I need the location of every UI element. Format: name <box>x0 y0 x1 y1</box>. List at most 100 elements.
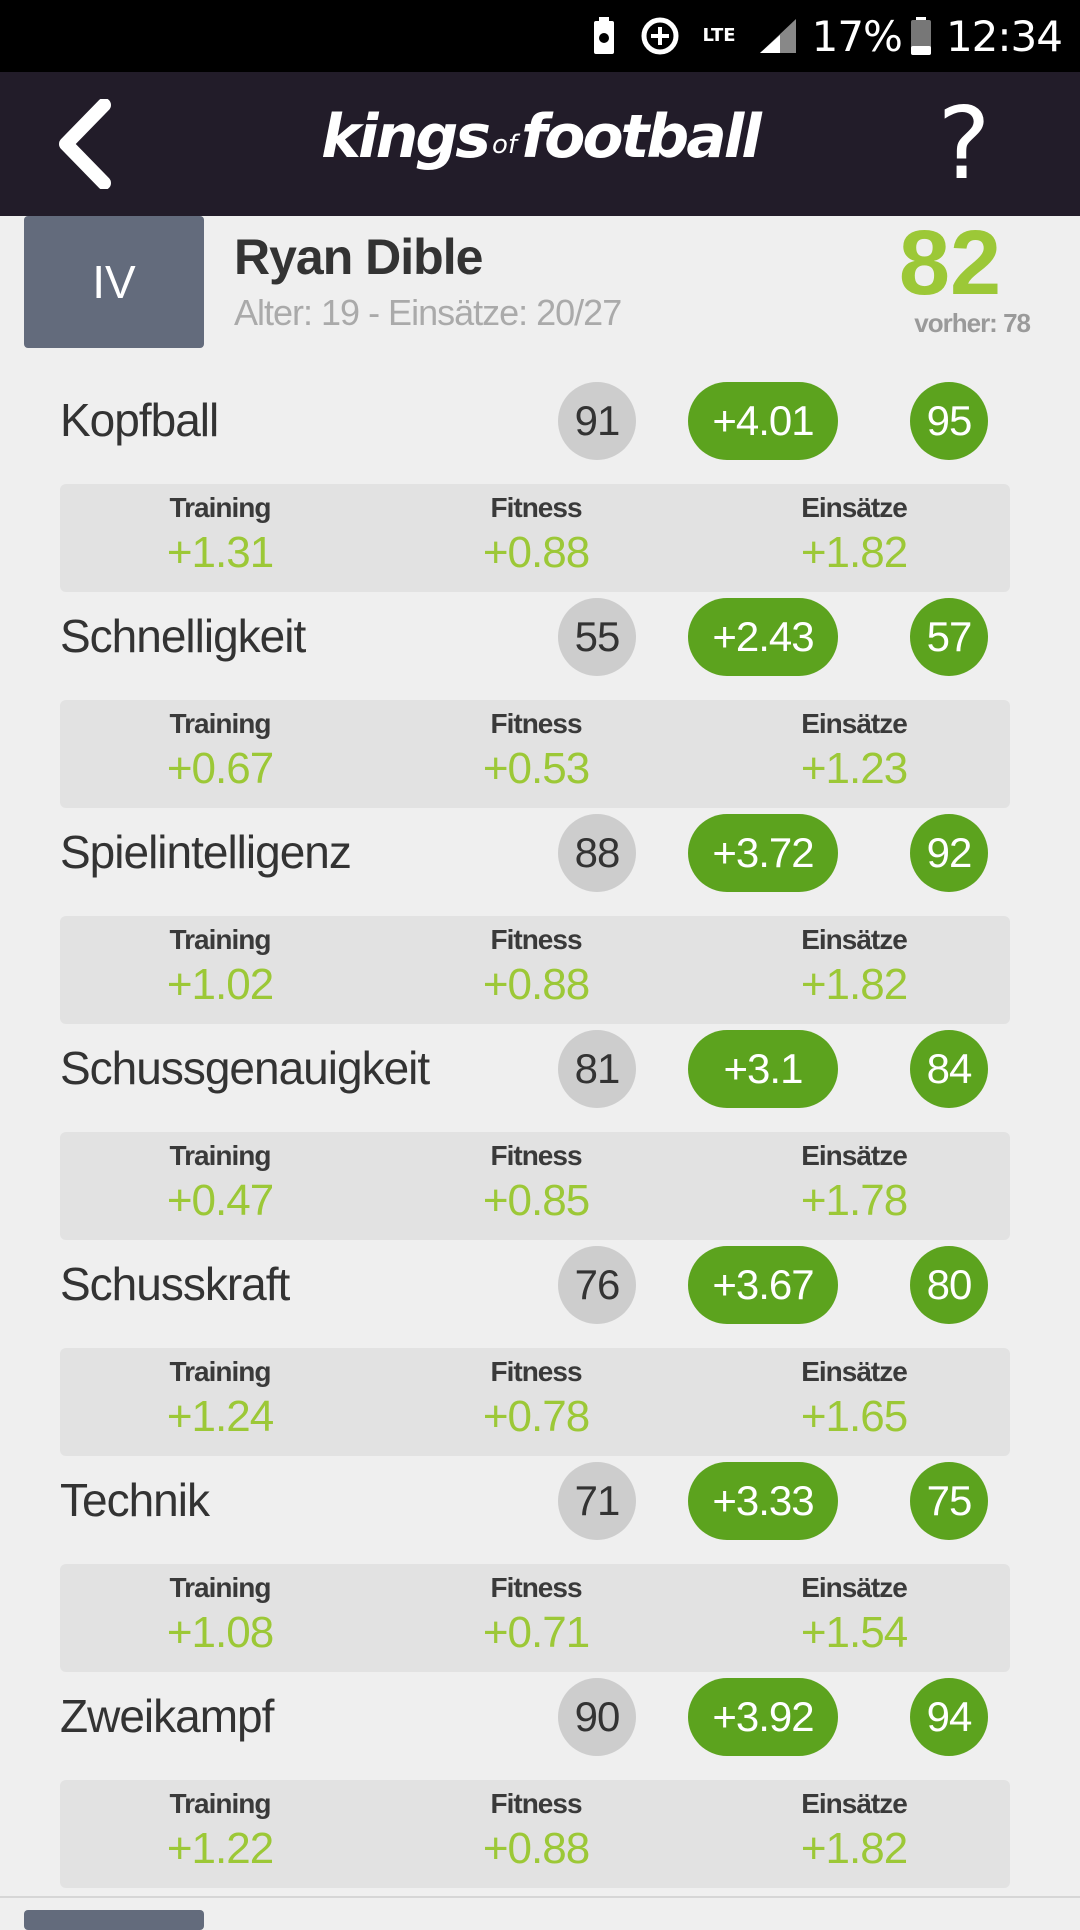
einsaetze-label: Einsätze <box>801 708 908 739</box>
fitness-column: Fitness +0.71 <box>376 1570 696 1660</box>
player-summary: IV Ryan Dible Alter: 19 - Einsätze: 20/2… <box>0 216 1080 366</box>
delta-badge: +3.72 <box>688 814 838 892</box>
training-column: Training +1.22 <box>60 1786 380 1876</box>
attribute-name: Spielintelligenz <box>60 826 352 878</box>
einsaetze-label: Einsätze <box>801 492 908 523</box>
signal-icon <box>758 17 798 55</box>
status-bar: LTE 17% 12:34 <box>0 0 1080 72</box>
training-column: Training +0.67 <box>60 706 380 796</box>
fitness-label: Fitness <box>490 1788 582 1819</box>
fitness-label: Fitness <box>490 492 582 523</box>
fitness-label: Fitness <box>490 1356 582 1387</box>
einsaetze-label: Einsätze <box>801 1356 908 1387</box>
einsaetze-column: Einsätze +1.65 <box>694 1354 1014 1444</box>
fitness-value: +0.85 <box>482 1176 590 1225</box>
fitness-label: Fitness <box>490 924 582 955</box>
base-value-badge: 81 <box>558 1030 636 1108</box>
gain-breakdown: Training +1.22 Fitness +0.88 Einsätze +1… <box>60 1780 1010 1888</box>
gain-breakdown: Training +1.31 Fitness +0.88 Einsätze +1… <box>60 484 1010 592</box>
gain-breakdown: Training +0.67 Fitness +0.53 Einsätze +1… <box>60 700 1010 808</box>
back-button[interactable] <box>36 96 132 192</box>
attribute-row: Schnelligkeit 55 +2.43 57 Training +0.67… <box>0 594 1080 810</box>
delta-badge: +3.92 <box>688 1678 838 1756</box>
attribute-row: Spielintelligenz 88 +3.72 92 Training +1… <box>0 810 1080 1026</box>
delta-badge: +4.01 <box>688 382 838 460</box>
training-value: +1.02 <box>166 960 274 1009</box>
fitness-column: Fitness +0.88 <box>376 490 696 580</box>
einsaetze-label: Einsätze <box>801 1572 908 1603</box>
training-value: +0.67 <box>166 744 274 793</box>
fitness-label: Fitness <box>490 1140 582 1171</box>
einsaetze-value: +1.82 <box>800 960 908 1009</box>
delta-badge: +3.33 <box>688 1462 838 1540</box>
fitness-label: Fitness <box>490 708 582 739</box>
fitness-value: +0.53 <box>482 744 590 793</box>
battery-percent: 17% <box>811 11 903 61</box>
battery-saver-icon <box>591 16 617 56</box>
fitness-column: Fitness +0.88 <box>376 922 696 1012</box>
new-value-badge: 57 <box>910 598 988 676</box>
einsaetze-value: +1.65 <box>800 1392 908 1441</box>
help-button[interactable]: ? <box>937 85 991 202</box>
einsaetze-value: +1.54 <box>800 1608 908 1657</box>
base-value-badge: 71 <box>558 1462 636 1540</box>
training-label: Training <box>169 492 272 523</box>
base-value-badge: 55 <box>558 598 636 676</box>
einsaetze-column: Einsätze +1.82 <box>694 1786 1014 1876</box>
gain-breakdown: Training +1.08 Fitness +0.71 Einsätze +1… <box>60 1564 1010 1672</box>
fitness-value: +0.78 <box>482 1392 590 1441</box>
attribute-name: Zweikampf <box>60 1690 274 1742</box>
player-meta: Alter: 19 - Einsätze: 20/27 <box>234 292 622 333</box>
training-column: Training +1.08 <box>60 1570 380 1660</box>
training-label: Training <box>169 1788 272 1819</box>
chevron-left-icon <box>59 99 111 189</box>
attribute-name: Schussgenauigkeit <box>60 1042 430 1094</box>
training-value: +1.22 <box>166 1824 274 1873</box>
attribute-row: Schusskraft 76 +3.67 80 Training +1.24 F… <box>0 1242 1080 1458</box>
training-label: Training <box>169 1140 272 1171</box>
new-value-badge: 80 <box>910 1246 988 1324</box>
app-logo: kings offootball <box>321 102 762 172</box>
einsaetze-column: Einsätze +1.78 <box>694 1138 1014 1228</box>
fitness-column: Fitness +0.85 <box>376 1138 696 1228</box>
fitness-column: Fitness +0.53 <box>376 706 696 796</box>
attribute-name: Schnelligkeit <box>60 610 306 662</box>
fitness-label: Fitness <box>490 1572 582 1603</box>
fitness-value: +0.88 <box>482 528 590 577</box>
gain-breakdown: Training +1.02 Fitness +0.88 Einsätze +1… <box>60 916 1010 1024</box>
training-column: Training +1.24 <box>60 1354 380 1444</box>
divider <box>0 1896 1080 1898</box>
training-label: Training <box>169 1356 272 1387</box>
lte-icon: LTE <box>702 25 736 46</box>
position-badge: IV <box>24 216 204 348</box>
einsaetze-column: Einsätze +1.82 <box>694 490 1014 580</box>
fitness-value: +0.71 <box>482 1608 590 1657</box>
attribute-name: Technik <box>60 1474 210 1526</box>
base-value-badge: 90 <box>558 1678 636 1756</box>
previous-rating: vorher: 78 <box>914 308 1031 338</box>
new-value-badge: 95 <box>910 382 988 460</box>
attribute-row: Schussgenauigkeit 81 +3.1 84 Training +0… <box>0 1026 1080 1242</box>
base-value-badge: 88 <box>558 814 636 892</box>
next-player-badge[interactable] <box>24 1910 204 1930</box>
battery-icon <box>910 16 932 56</box>
training-value: +1.31 <box>166 528 274 577</box>
app-header: kings offootball ? <box>0 72 1080 216</box>
einsaetze-label: Einsätze <box>801 924 908 955</box>
einsaetze-value: +1.82 <box>800 528 908 577</box>
attribute-row: Kopfball 91 +4.01 95 Training +1.31 Fitn… <box>0 378 1080 594</box>
player-name: Ryan Dible <box>234 229 483 285</box>
base-value-badge: 76 <box>558 1246 636 1324</box>
einsaetze-column: Einsätze +1.54 <box>694 1570 1014 1660</box>
new-value-badge: 75 <box>910 1462 988 1540</box>
training-label: Training <box>169 1572 272 1603</box>
clock: 12:34 <box>945 11 1063 61</box>
einsaetze-column: Einsätze +1.23 <box>694 706 1014 796</box>
fitness-column: Fitness +0.88 <box>376 1786 696 1876</box>
einsaetze-label: Einsätze <box>801 1788 908 1819</box>
training-value: +1.08 <box>166 1608 274 1657</box>
training-label: Training <box>169 924 272 955</box>
einsaetze-column: Einsätze +1.82 <box>694 922 1014 1012</box>
einsaetze-label: Einsätze <box>801 1140 908 1171</box>
training-column: Training +1.02 <box>60 922 380 1012</box>
